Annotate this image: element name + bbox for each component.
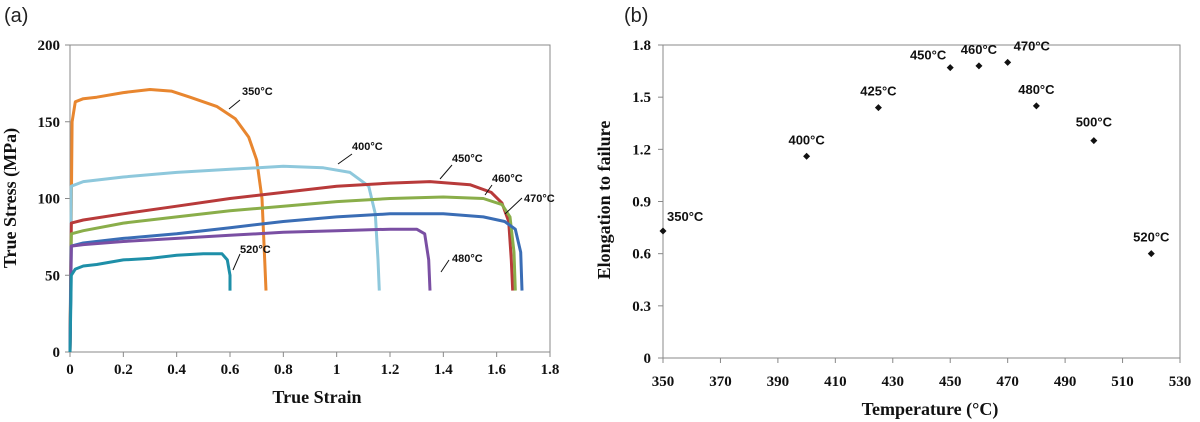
- axis-ticks-a: 0 0.2 0.4 0.6 0.8 1 1.2 1.4 1.6 1.8 0 50 100 150 200: [38, 38, 560, 378]
- x-tick-label-a: 0.6: [221, 362, 240, 378]
- ann-470: 470°C: [524, 193, 555, 205]
- x-tick-label-b: 510: [1111, 374, 1134, 390]
- data-point-label: 460°C: [961, 42, 998, 57]
- y-axis-title-b: Elongation to failure: [594, 121, 614, 280]
- data-point-marker: [946, 64, 954, 72]
- y-tick-label-b: 1.8: [632, 38, 651, 54]
- y-tick-label-b: 1.5: [632, 90, 651, 106]
- y-tick-label-a: 0: [53, 345, 61, 361]
- panel-label-b: (b): [624, 5, 648, 27]
- stress-strain-chart: 0 0.2 0.4 0.6 0.8 1 1.2 1.4 1.6 1.8 0 50 100 150 200 3…: [0, 38, 559, 407]
- data-point-label: 400°C: [788, 132, 825, 147]
- panel-label-a: (a): [4, 5, 28, 27]
- x-tick-label-a: 1.8: [541, 362, 560, 378]
- x-tick-label-b: 370: [709, 374, 732, 390]
- data-point-label: 520°C: [1133, 230, 1170, 245]
- data-point-label: 450°C: [910, 48, 947, 63]
- data-point-marker: [1004, 58, 1012, 66]
- ann-520: 520°C: [240, 244, 271, 256]
- x-tick-label-b: 450: [939, 374, 962, 390]
- points-group-b: 350°C 400°C 425°C 450°C 460°C 470°C 480°C 500°C…: [659, 38, 1170, 258]
- y-tick-label-a: 50: [45, 268, 60, 284]
- x-axis-title-a: True Strain: [272, 387, 361, 407]
- y-tick-label-b: 0.9: [632, 195, 651, 211]
- ann-400: 400°C: [352, 141, 383, 153]
- ann-arrow-400: [337, 153, 353, 165]
- y-tick-label-a: 150: [38, 115, 61, 131]
- axis-ticks-b: 350 370 390 410 430 450 470 490 510 530 0 0.3 0.6 0.9…: [632, 38, 1191, 390]
- series-line-450c: [68, 180, 515, 353]
- series-line-520c: [68, 252, 232, 353]
- ann-arrow-450: [439, 164, 453, 180]
- data-point-marker: [803, 152, 811, 160]
- ann-450: 450°C: [452, 153, 483, 165]
- data-point-label: 425°C: [860, 84, 897, 99]
- y-tick-label-b: 1.2: [632, 142, 651, 158]
- series-line-400c: [68, 164, 381, 353]
- data-point-label: 350°C: [667, 209, 704, 224]
- data-point-marker: [1147, 250, 1155, 258]
- y-tick-label-b: 0: [644, 351, 652, 367]
- ann-arrow-480: [440, 259, 450, 273]
- x-tick-label-a: 0: [66, 362, 74, 378]
- ann-arrow-520: [232, 253, 241, 271]
- x-tick-label-a: 1: [333, 362, 341, 378]
- x-tick-label-a: 1.4: [434, 362, 453, 378]
- x-tick-label-a: 1.6: [487, 362, 506, 378]
- y-tick-label-a: 200: [38, 38, 61, 54]
- series-line-350c: [68, 88, 268, 353]
- series-group-a: [68, 88, 524, 353]
- data-point-marker: [975, 62, 983, 70]
- x-tick-label-b: 350: [652, 374, 675, 390]
- ann-460: 460°C: [492, 173, 523, 185]
- y-tick-label-b: 0.3: [632, 299, 651, 315]
- data-point-marker: [1032, 102, 1040, 110]
- x-tick-label-b: 470: [996, 374, 1019, 390]
- y-tick-label-a: 100: [38, 192, 61, 208]
- data-point-label: 470°C: [1014, 38, 1051, 53]
- data-point-marker: [659, 227, 667, 235]
- data-point-label: 480°C: [1018, 82, 1055, 97]
- x-axis-title-b: Temperature (°C): [862, 399, 999, 420]
- y-tick-label-b: 0.6: [632, 247, 651, 263]
- x-tick-label-b: 490: [1054, 374, 1077, 390]
- y-axis-title-a: True Stress (MPa): [0, 128, 21, 268]
- x-tick-label-a: 1.2: [381, 362, 400, 378]
- x-tick-label-a: 0.8: [274, 362, 293, 378]
- series-line-480c: [68, 227, 432, 353]
- elongation-chart: 350 370 390 410 430 450 470 490 510 530 0 0.3 0.6 0.9…: [594, 38, 1191, 420]
- ann-arrow-460: [484, 184, 493, 196]
- series-line-470c: [68, 212, 524, 353]
- series-line-460c: [68, 195, 517, 353]
- data-point-label: 500°C: [1076, 115, 1113, 130]
- plot-frame-b: [662, 44, 1181, 359]
- ann-arrow-470: [504, 197, 523, 215]
- x-tick-label-a: 0.2: [114, 362, 133, 378]
- x-tick-label-a: 0.4: [167, 362, 186, 378]
- ann-350: 350°C: [242, 86, 273, 98]
- x-tick-label-b: 390: [767, 374, 790, 390]
- data-point-marker: [874, 104, 882, 112]
- x-tick-label-b: 430: [882, 374, 905, 390]
- x-tick-label-b: 530: [1169, 374, 1192, 390]
- annotations-a: 350°C 400°C 450°C 460°C 470°C 520°C 480°…: [228, 86, 555, 273]
- x-tick-label-b: 410: [824, 374, 847, 390]
- data-point-marker: [1090, 137, 1098, 145]
- ann-arrow-350: [228, 99, 241, 110]
- ann-480: 480°C: [452, 253, 483, 265]
